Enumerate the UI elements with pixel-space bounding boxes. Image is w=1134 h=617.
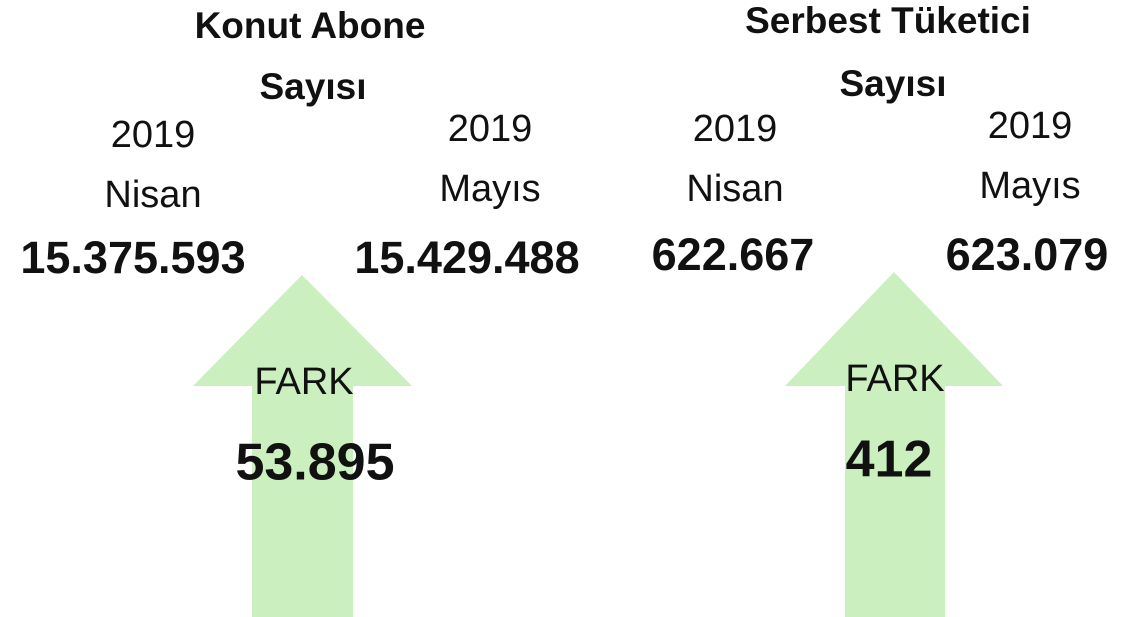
diff-label: FARK: [845, 358, 944, 400]
panel-serbest: Serbest Tüketici Sayısı 2019 Nisan 622.6…: [652, 0, 1109, 617]
panel-title: Sayısı: [260, 66, 367, 107]
diff-value: 53.895: [235, 434, 394, 492]
month: Nisan: [686, 168, 783, 210]
diff-label: FARK: [254, 361, 353, 403]
month: Mayıs: [979, 165, 1080, 207]
year: 2019: [111, 114, 196, 156]
up-arrow: [785, 272, 1003, 617]
month: Nisan: [104, 174, 201, 216]
value: 15.375.593: [20, 232, 245, 283]
year: 2019: [693, 108, 778, 150]
month: Mayıs: [439, 168, 540, 210]
up-arrow: [193, 275, 412, 617]
panel-konut: Konut Abone Sayısı 2019 Nisan 15.375.593…: [20, 5, 580, 617]
year: 2019: [448, 108, 533, 150]
value: 15.429.488: [354, 232, 579, 283]
diff-value: 412: [846, 431, 933, 489]
value: 623.079: [946, 229, 1109, 280]
value: 622.667: [652, 229, 815, 280]
panel-title: Serbest Tüketici: [745, 0, 1031, 41]
year: 2019: [988, 105, 1073, 147]
panel-title: Konut Abone: [195, 5, 426, 46]
panel-title: Sayısı: [840, 63, 947, 104]
